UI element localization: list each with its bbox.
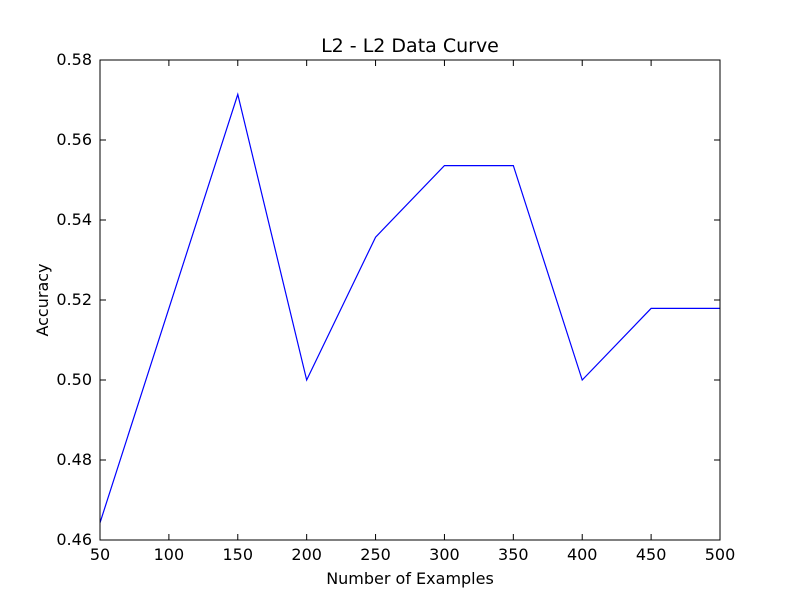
y-tick-label: 0.54: [56, 210, 92, 229]
x-tick-label: 300: [429, 545, 460, 564]
y-tick-label: 0.48: [56, 450, 92, 469]
plot-frame: [99, 59, 721, 541]
x-tick-label: 100: [154, 545, 185, 564]
y-tick-label: 0.52: [56, 290, 92, 309]
y-tick-label: 0.46: [56, 530, 92, 549]
x-tick-label: 500: [705, 545, 736, 564]
y-axis-title: Accuracy: [33, 263, 52, 336]
y-tick-label: 0.50: [56, 370, 92, 389]
y-tick-label: 0.58: [56, 50, 92, 69]
x-tick-label: 450: [636, 545, 667, 564]
x-tick-label: 250: [360, 545, 391, 564]
x-tick-label: 400: [567, 545, 598, 564]
x-tick-label: 350: [498, 545, 529, 564]
x-axis-title: Number of Examples: [326, 569, 494, 588]
chart-title: L2 - L2 Data Curve: [321, 35, 499, 57]
x-tick-label: 200: [291, 545, 322, 564]
plot-area: 50 100 150 200 250 300 350 400 450 500 0.46 0.48 0.5…: [56, 50, 735, 564]
x-tick-label: 50: [90, 545, 110, 564]
y-tick-label: 0.56: [56, 130, 92, 149]
series-line-0: [99, 92, 720, 523]
x-tick-label: 150: [223, 545, 254, 564]
